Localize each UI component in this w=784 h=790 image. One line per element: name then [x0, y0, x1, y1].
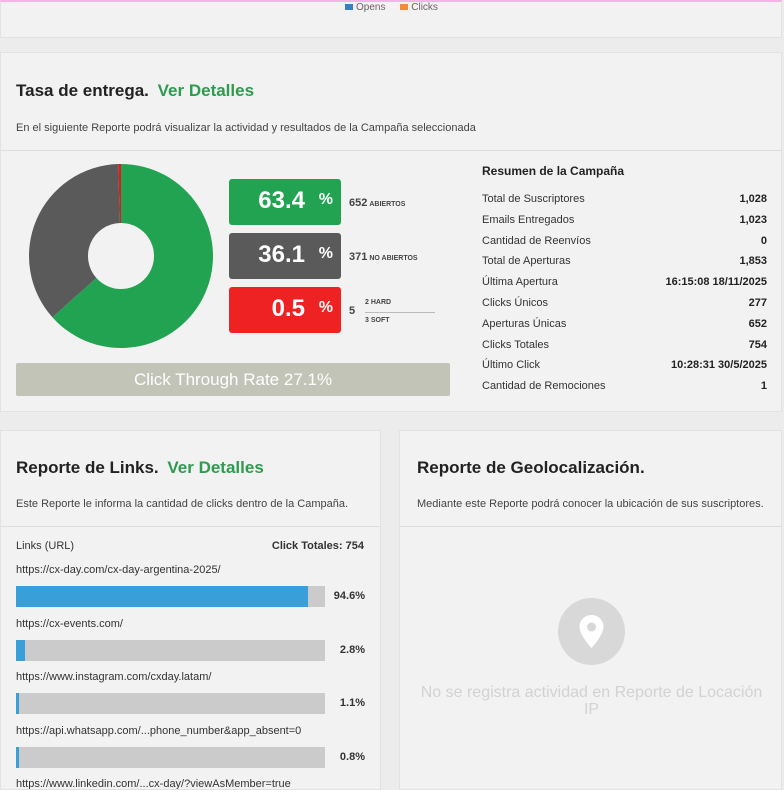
location-pin-icon [558, 598, 625, 665]
delivery-donut-chart [29, 164, 214, 348]
summary-row-label: Cantidad de Remociones [482, 380, 606, 393]
summary-row-label: Aperturas Únicas [482, 317, 567, 330]
summary-row-label: Total de Suscriptores [482, 193, 585, 205]
links-description: Este Reporte le informa la cantidad de c… [16, 498, 349, 510]
donut-slice-opened [52, 164, 214, 348]
bounce-divider [365, 312, 435, 313]
link-progress-bar [16, 586, 325, 607]
delivery-title: Tasa de entrega. Ver Detalles [16, 81, 255, 100]
opened-count: 652 ABIERTOS [349, 197, 406, 209]
link-progress-fill [16, 639, 25, 661]
links-header: Links (URL) Click Totales: 754 [16, 540, 364, 552]
soft-bounce-count: 3 SOFT [365, 317, 390, 324]
link-progress-bar [16, 693, 325, 714]
link-progress-bar [16, 639, 325, 661]
summary-row-value: 0 [760, 234, 767, 247]
link-percent: 2.8% [339, 643, 365, 656]
summary-row-value: 1,023 [739, 213, 767, 226]
divider [1, 526, 380, 527]
summary-row-value: 1,853 [739, 255, 767, 268]
links-report-card: Reporte de Links. Ver Detalles Este Repo… [0, 430, 381, 790]
links-title: Reporte de Links. Ver Detalles [16, 458, 264, 477]
not-opened-count: 371 NO ABIERTOS [349, 251, 418, 263]
summary-row-value: 754 [748, 338, 767, 351]
percent-sign: % [318, 191, 333, 208]
chart-legend: Opens Clicks [345, 2, 450, 13]
donut-slice-not-opened [29, 164, 120, 318]
opened-stat-box: 63.4 % [229, 179, 341, 225]
summary-row-value: 10:28:31 30/5/2025 [670, 359, 767, 372]
not-opened-percent: 36.1 [258, 241, 305, 268]
summary-row-value: 1,028 [739, 193, 767, 205]
link-url[interactable]: https://www.instagram.com/cxday.latam/ [16, 671, 212, 683]
divider [400, 526, 781, 527]
summary-row-label: Total de Aperturas [482, 255, 571, 268]
link-percent: 94.6% [333, 590, 365, 602]
not-opened-stat-box: 36.1 % [229, 233, 341, 279]
delivery-rate-card: Tasa de entrega. Ver Detalles En el sigu… [0, 52, 782, 412]
divider [1, 150, 781, 151]
percent-sign: % [318, 299, 333, 316]
delivery-details-link[interactable]: Ver Detalles [157, 81, 255, 100]
summary-row-label: Cantidad de Reenvíos [482, 234, 591, 247]
summary-row-value: 277 [748, 297, 767, 309]
links-url-column: Links (URL) [16, 540, 75, 552]
link-progress-fill [16, 586, 309, 607]
link-progress-bar [16, 746, 325, 768]
total-clicks: Click Totales: 754 [271, 540, 364, 552]
legend-swatch-clicks [400, 4, 409, 11]
bounce-count: 5 [349, 305, 356, 317]
summary-row-label: Clicks Totales [482, 338, 550, 351]
links-details-link[interactable]: Ver Detalles [167, 458, 264, 477]
geo-empty-message: No se registra actividad en Reporte de L… [420, 684, 763, 718]
hard-bounce-count: 2 HARD [365, 299, 392, 306]
summary-row-value: 16:15:08 18/11/2025 [665, 276, 767, 289]
delivery-description: En el siguiente Reporte podrá visualizar… [16, 122, 476, 134]
opens-clicks-card: Opens Clicks [0, 0, 782, 38]
summary-title: Resumen de la Campaña [482, 164, 625, 178]
legend-item-opens[interactable]: Opens [345, 2, 388, 13]
percent-sign: % [318, 245, 333, 262]
summary-row-label: Última Apertura [482, 276, 558, 289]
link-percent: 1.1% [339, 697, 365, 709]
link-url[interactable]: https://cx-events.com/ [16, 617, 123, 630]
summary-row-label: Emails Entregados [482, 213, 575, 226]
click-through-rate-bar: Click Through Rate 27.1% [16, 363, 450, 396]
donut-slice-bounced [118, 164, 121, 224]
summary-row-value: 1 [760, 380, 767, 393]
link-progress-fill [16, 746, 19, 768]
summary-row-label: Último Click [482, 359, 541, 372]
link-url[interactable]: https://cx-day.com/cx-day-argentina-2025… [16, 564, 221, 576]
summary-row-value: 652 [748, 317, 767, 330]
legend-swatch-opens [345, 4, 353, 11]
geo-description: Mediante este Reporte podrá conocer la u… [417, 498, 764, 510]
bounce-stat-box: 0.5 % [229, 287, 341, 333]
geo-title: Reporte de Geolocalización. [417, 458, 645, 477]
opened-percent: 63.4 [258, 187, 305, 214]
link-percent: 0.8% [339, 750, 365, 763]
link-url[interactable]: https://api.whatsapp.com/...phone_number… [16, 724, 302, 737]
legend-item-clicks[interactable]: Clicks [400, 2, 438, 13]
geolocation-report-card: Reporte de Geolocalización. Mediante est… [399, 430, 782, 790]
summary-row-label: Clicks Únicos [482, 297, 549, 309]
bounce-percent: 0.5 [271, 295, 305, 322]
link-url[interactable]: https://www.linkedin.com/...cx-day/?view… [16, 778, 291, 790]
link-progress-fill [16, 693, 20, 714]
